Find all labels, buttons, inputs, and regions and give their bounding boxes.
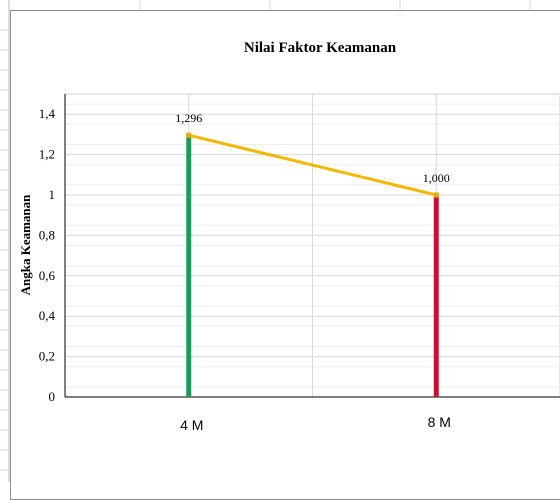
series-line bbox=[188, 133, 437, 197]
data-label: 1,000 bbox=[423, 171, 450, 185]
y-tick-label: 0,4 bbox=[39, 308, 56, 323]
data-point bbox=[186, 132, 192, 138]
y-tick-label: 0,8 bbox=[39, 227, 55, 242]
spreadsheet-grid bbox=[0, 0, 531, 482]
plot-area: 0 0,2 0,4 0,6 0,8 1 1,2 1,4 1,296 1,000 4 M 8 M bbox=[39, 93, 560, 433]
y-tick-label: 0,2 bbox=[39, 349, 55, 364]
y-tick-label: 1,4 bbox=[39, 106, 56, 121]
data-point bbox=[433, 192, 439, 198]
bar-8-m bbox=[433, 195, 439, 397]
data-label: 1,296 bbox=[175, 111, 202, 125]
chart-title: Nilai Faktor Keamanan bbox=[244, 40, 397, 56]
x-tick-label: 8 M bbox=[428, 414, 451, 430]
y-tick-label: 1 bbox=[49, 187, 56, 202]
y-tick-label: 0 bbox=[49, 389, 56, 404]
chart: Nilai Faktor Keamanan Angka Keamanan 0 0,… bbox=[18, 40, 560, 433]
y-tick-label: 1,2 bbox=[39, 147, 55, 162]
y-axis-title: Angka Keamanan bbox=[18, 194, 33, 296]
x-tick-label: 4 M bbox=[180, 417, 203, 433]
y-tick-label: 0,6 bbox=[39, 268, 56, 283]
bar-4-m bbox=[186, 135, 192, 397]
